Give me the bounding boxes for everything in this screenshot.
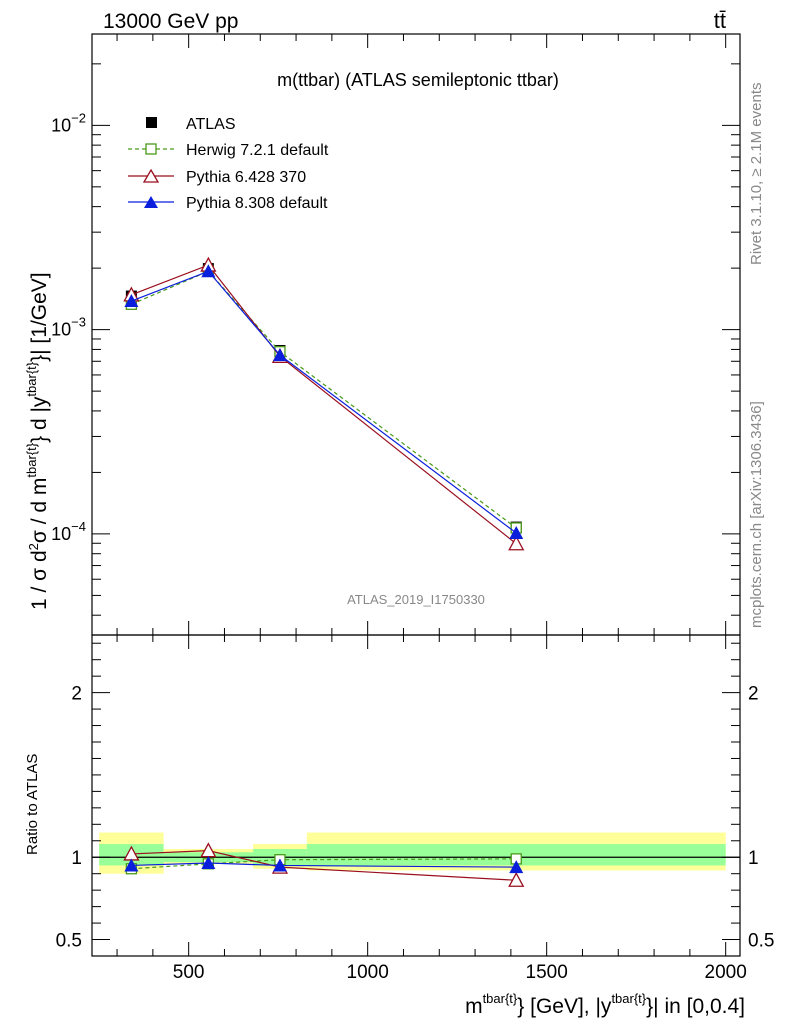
legend-atlas-marker <box>146 117 157 128</box>
xlabel: mtbar{t}} [GeV], |ytbar{t}}| in [0,0.4] <box>465 991 745 1018</box>
ratio-series-pythia-8-308-default <box>124 855 524 874</box>
analysis-id: ATLAS_2019_I1750330 <box>347 592 485 607</box>
legend-pythia8-marker <box>144 196 158 208</box>
main-series-pythia-6-428-370 <box>123 256 525 551</box>
main-ytick-label: 10−2 <box>51 110 86 135</box>
ratio-line-herwig-7-2-1-default <box>131 858 517 870</box>
main-series-pythia-8-308-default <box>124 264 524 540</box>
ratio-frame <box>91 634 741 957</box>
xtick-label: 1000 <box>347 962 389 983</box>
legend-pythia6-label: Pythia 6.428 370 <box>186 169 306 186</box>
ratio-point-pythia-8-308-default <box>509 860 524 874</box>
main-line-pythia-8-308-default <box>131 270 517 534</box>
main-point-pythia-8-308-default <box>272 348 287 362</box>
main-line-herwig-7-2-1-default <box>131 270 517 529</box>
ratio-ytick-label-right: 2 <box>748 684 759 705</box>
process-label: tt̄ <box>714 8 726 33</box>
main-axes: 10−2 10−3 10−4 <box>51 34 740 635</box>
main-point-pythia-6-428-370 <box>508 535 525 551</box>
svg-text:1 / σ d2σ / d mtbar{t}} d |ytb: 1 / σ d2σ / d mtbar{t}} d |ytbar{t}}| [1… <box>24 272 51 610</box>
mcplots-credit: mcplots.cern.ch [arXiv:1306.3436] <box>748 401 765 628</box>
main-point-pythia-8-308-default <box>509 526 524 540</box>
legend-pythia6-marker <box>142 168 160 183</box>
ratio-ytick-label: 1 <box>71 848 82 869</box>
main-point-pythia-8-308-default <box>124 294 139 308</box>
xtick-label: 500 <box>173 962 205 983</box>
xtick-label: 2000 <box>705 962 747 983</box>
ratio-ytick-label-right: 0.5 <box>748 931 774 952</box>
main-ytick-label: 10−3 <box>51 315 86 340</box>
svg-text:mtbar{t}} [GeV], |ytbar{t}}| i: mtbar{t}} [GeV], |ytbar{t}}| in [0,0.4] <box>465 991 745 1018</box>
ratio-series-pythia-6-428-370 <box>123 842 525 887</box>
main-series-group <box>123 256 525 551</box>
energy-label: 13000 GeV pp <box>103 10 238 33</box>
ratio-point-pythia-8-308-default <box>272 858 287 872</box>
ratio-ytick-label-right: 1 <box>748 848 759 869</box>
ratio-ytick-label: 0.5 <box>56 931 82 952</box>
main-point-pythia-8-308-default <box>201 264 216 278</box>
legend-herwig-label: Herwig 7.2.1 default <box>186 142 329 159</box>
ratio-line-pythia-8-308-default <box>131 862 517 868</box>
plot-title: m(ttbar) (ATLAS semileptonic ttbar) <box>277 70 559 90</box>
ratio-point-pythia-8-308-default <box>124 858 139 872</box>
xtick-label: 1500 <box>526 962 568 983</box>
main-ytick-label: 10−4 <box>51 519 86 544</box>
ratio-point-pythia-6-428-370 <box>508 871 525 887</box>
ratio-series-group <box>123 842 525 887</box>
ratio-ylabel: Ratio to ATLAS <box>24 754 41 855</box>
rivet-version: Rivet 3.1.10, ≥ 2.1M events <box>748 83 765 266</box>
legend: ATLAS Herwig 7.2.1 default Pythia 6.428 … <box>128 116 329 212</box>
ratio-bands <box>92 832 740 874</box>
ratio-axes: 0.5 0.5 1 1 2 2 500 1000 1500 2000 <box>56 635 774 983</box>
ratio-ytick-label: 2 <box>71 684 82 705</box>
ratio-line-pythia-6-428-370 <box>131 850 517 881</box>
legend-pythia8-label: Pythia 8.308 default <box>186 195 328 212</box>
main-line-pythia-6-428-370 <box>131 264 517 545</box>
legend-herwig-marker <box>145 143 157 155</box>
main-ylabel: 1 / σ d2σ / d mtbar{t}} d |ytbar{t}}| [1… <box>24 272 51 610</box>
legend-atlas-label: ATLAS <box>186 116 236 133</box>
ratio-point-pythia-8-308-default <box>201 855 216 869</box>
